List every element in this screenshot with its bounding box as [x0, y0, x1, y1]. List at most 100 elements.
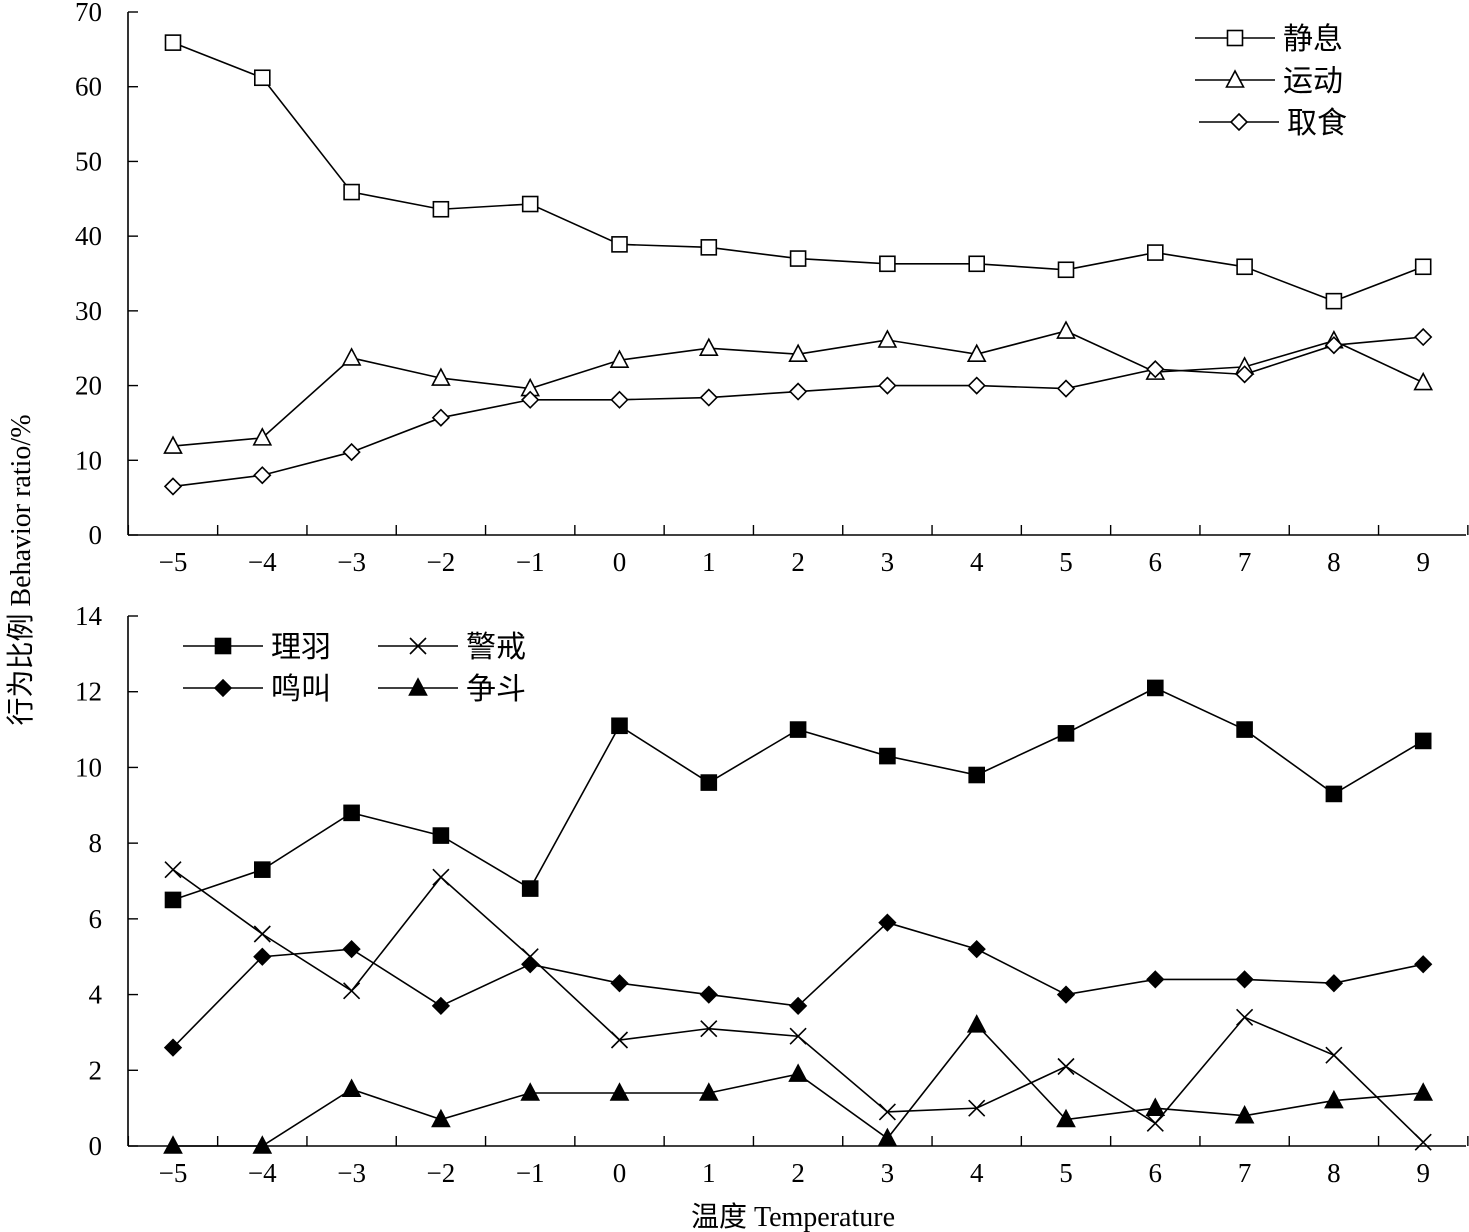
top-series-1-point [432, 200, 450, 218]
bottom-series-1-point [521, 880, 539, 897]
bottom-x-tick-label: 1 [702, 1158, 716, 1188]
bottom-x-tick-label: 6 [1149, 1158, 1163, 1188]
bottom-x-tick-label: 2 [791, 1158, 805, 1188]
bottom-series-4-point [877, 1127, 898, 1147]
legend-label: 取食 [1287, 107, 1347, 140]
bottom-series-2-point [878, 1103, 896, 1121]
top-series-3-point [878, 376, 897, 395]
legend-marker [1226, 29, 1244, 47]
bottom-series-1-point [611, 717, 628, 735]
top-x-tick-label: 0 [613, 547, 627, 577]
top-series-3-point [699, 388, 718, 407]
legend-label: 静息 [1283, 23, 1343, 56]
bottom-series-1-point [164, 891, 182, 909]
bottom-series-2-point [700, 1020, 718, 1038]
bottom-series-line-4 [173, 1023, 1424, 1147]
top-y-tick-label: 20 [75, 371, 102, 401]
top-series-1-point [1325, 292, 1343, 310]
bottom-x-tick-label: 0 [613, 1158, 627, 1188]
bottom-series-4-point [163, 1135, 183, 1154]
bottom-x-tick-label: −5 [159, 1158, 188, 1188]
legend-marker [408, 677, 428, 696]
bottom-series-1-point [789, 721, 807, 738]
bottom-x-tick-label: −3 [337, 1158, 366, 1188]
top-x-tick-label: −3 [337, 547, 366, 577]
bottom-y-tick-label: 0 [89, 1131, 103, 1161]
bottom-series-2-point [343, 982, 361, 1000]
bottom-legend-item-4: 争斗 [378, 673, 526, 706]
bottom-series-line-1 [172, 687, 1424, 901]
top-series-1-point [1147, 244, 1164, 261]
bottom-series-3-point [431, 996, 451, 1016]
top-series-3-point [163, 477, 183, 496]
top-series-2-point [609, 349, 630, 368]
top-series-1-point [1236, 258, 1253, 276]
top-series-3-point [1146, 360, 1165, 379]
bottom-series-3-point [967, 940, 986, 959]
bottom-series-2-point [1057, 1057, 1075, 1076]
top-series-1-point [1057, 261, 1075, 279]
legend-marker [214, 637, 232, 655]
bottom-legend-item-3: 鸣叫 [183, 673, 331, 706]
top-x-tick-label: −2 [427, 547, 456, 577]
bottom-series-2-point [164, 861, 182, 879]
top-series-3-point [1414, 327, 1433, 347]
top-series-3-point [342, 442, 361, 462]
bottom-series-2-point [968, 1099, 986, 1117]
bottom-series-2-point [253, 925, 271, 943]
top-series-3-point [967, 376, 986, 395]
bottom-x-tick-label: 7 [1238, 1158, 1252, 1188]
top-y-tick-label: 0 [89, 520, 103, 550]
top-series-1-point [521, 195, 539, 213]
top-series-1-point [1414, 258, 1432, 276]
top-y-tick-label: 70 [75, 0, 102, 27]
top-series-1-point [343, 183, 360, 201]
bottom-y-tick-label: 2 [89, 1055, 103, 1085]
top-series-3-point [610, 390, 629, 409]
bottom-series-1-point [432, 827, 450, 844]
top-series-1-point [164, 34, 182, 51]
legend-label: 理羽 [271, 631, 331, 664]
bottom-series-3-point [1146, 970, 1165, 989]
top-series-2-point [252, 427, 273, 446]
bottom-series-3-point [788, 996, 808, 1016]
bottom-series-1-point [700, 774, 718, 791]
top-x-tick-label: 7 [1238, 547, 1252, 577]
top-x-tick-label: 8 [1327, 547, 1341, 577]
top-series-3-point [521, 390, 540, 409]
bottom-series-3-point [521, 955, 540, 974]
bottom-series-3-point [1414, 955, 1433, 974]
legend-marker [1229, 112, 1249, 132]
top-series-2-point [966, 343, 987, 362]
top-x-tick-label: 1 [702, 547, 716, 577]
bottom-series-1-point [254, 861, 271, 878]
top-x-tick-label: −4 [248, 547, 277, 577]
top-series-2-point [1413, 371, 1434, 391]
top-series-1-point [968, 255, 986, 273]
legend-marker [213, 678, 233, 698]
bottom-series-2-point [1414, 1133, 1432, 1151]
bottom-series-2-point [1325, 1046, 1343, 1064]
bottom-series-4-point [1234, 1105, 1255, 1124]
top-y-tick-label: 30 [75, 296, 102, 326]
top-x-tick-label: 3 [881, 547, 895, 577]
bottom-series-4-point [1056, 1108, 1076, 1128]
bottom-series-4-point [520, 1082, 541, 1101]
bottom-series-3-point [342, 940, 361, 959]
bottom-series-1-point [1236, 721, 1253, 738]
bottom-x-tick-label: 4 [970, 1158, 984, 1188]
top-x-tick-label: −1 [516, 547, 545, 577]
top-x-tick-label: −5 [159, 547, 188, 577]
legend-label: 警戒 [466, 631, 526, 664]
top-series-3-point [1324, 336, 1344, 355]
bottom-series-4-point [431, 1108, 451, 1128]
legend-marker [1225, 69, 1245, 88]
bottom-series-4-point [1413, 1082, 1434, 1101]
bottom-series-3-point [699, 985, 718, 1004]
top-x-tick-label: 2 [791, 547, 805, 577]
top-series-2-point [698, 337, 719, 357]
bottom-series-2-point [1236, 1008, 1254, 1026]
top-series-2-point [1056, 320, 1076, 339]
top-series-3-point [1235, 365, 1254, 384]
